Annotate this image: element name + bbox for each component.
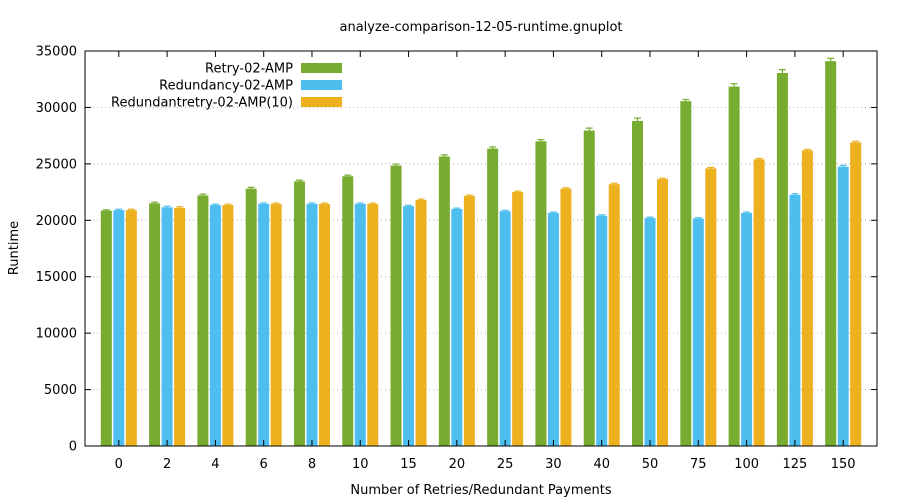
bar-redundantretry-02-amp-10 [850,142,862,446]
y-tick-label: 5000 [44,383,77,398]
bar-redundancy-02-amp [258,203,270,446]
bar-redundantretry-02-amp-10 [415,199,427,446]
bar-redundancy-02-amp [451,209,463,446]
bar-redundantretry-02-amp-10 [801,150,813,447]
bar-redundantretry-02-amp-10 [512,192,524,446]
bar-retry-02-amp [197,195,209,446]
bar-redundancy-02-amp [499,211,511,446]
legend-swatch [301,63,342,73]
x-tick-label: 4 [211,457,219,472]
bar-redundantretry-02-amp-10 [657,179,669,447]
bar-retry-02-amp [342,176,354,446]
bar-redundancy-02-amp [306,203,318,446]
bar-redundantretry-02-amp-10 [560,188,572,446]
bar-redundancy-02-amp [113,210,125,446]
bar-retry-02-amp [825,61,837,447]
x-tick-label: 10 [352,457,369,472]
bar-redundantretry-02-amp-10 [705,168,717,446]
x-tick-label: 6 [260,457,268,472]
x-tick-label: 30 [545,457,562,472]
bar-redundantretry-02-amp-10 [270,203,282,446]
bar-retry-02-amp [149,203,161,446]
x-tick-label: 0 [115,457,123,472]
x-tick-label: 20 [449,457,466,472]
bar-retry-02-amp [487,148,499,446]
bar-redundantretry-02-amp-10 [318,203,330,446]
bar-redundantretry-02-amp-10 [753,159,765,447]
x-tick-label: 75 [690,457,707,472]
legend-label: Redundantretry-02-AMP(10) [111,96,293,111]
y-tick-label: 0 [69,440,77,455]
bar-retry-02-amp [438,156,450,446]
bar-redundancy-02-amp [741,212,753,446]
y-tick-label: 35000 [36,45,77,60]
y-axis-ticks: 0 5000 10000 15000 20000 25000 30000 35000 [36,45,877,455]
x-axis-ticks: 0 2 4 6 8 10 15 20 25 30 40 50 75 100 125 150 [115,51,856,472]
bar-redundancy-02-amp [403,206,415,446]
x-axis-label: Number of Retries/Redundant Payments [350,483,611,498]
bar-retry-02-amp [583,130,595,447]
bar-retry-02-amp [680,101,692,446]
x-tick-label: 50 [642,457,659,472]
bar-retry-02-amp [245,188,257,446]
bar-redundancy-02-amp [209,205,221,446]
error-bars [102,57,860,221]
x-tick-label: 40 [593,457,610,472]
bar-retry-02-amp [728,86,740,447]
chart-title: analyze-comparison-12-05-runtime.gnuplot [339,20,622,35]
y-tick-label: 30000 [36,101,77,116]
plot-area-frame [84,50,878,447]
bar-redundantretry-02-amp-10 [608,184,620,446]
y-axis-label: Runtime [7,221,22,275]
x-tick-label: 8 [308,457,316,472]
bar-retry-02-amp [293,181,305,446]
bar-redundancy-02-amp [354,203,366,446]
legend-label: Retry-02-AMP [205,62,293,77]
bar-retry-02-amp [632,120,644,446]
bar-retry-02-amp [100,210,112,446]
x-tick-label: 125 [782,457,807,472]
bar-redundancy-02-amp [596,215,608,446]
bar-retry-02-amp [390,165,402,447]
legend-label: Redundancy-02-AMP [159,79,293,94]
bar-redundantretry-02-amp-10 [174,207,186,446]
bar-redundancy-02-amp [789,194,801,446]
y-tick-label: 10000 [36,327,77,342]
bar-redundancy-02-amp [692,218,704,446]
bar-redundancy-02-amp [837,166,849,446]
bar-redundantretry-02-amp-10 [463,196,475,446]
x-tick-label: 150 [831,457,856,472]
bar-redundancy-02-amp [547,212,559,446]
legend-swatch [301,80,342,90]
legend-swatch [301,97,342,107]
bar-redundantretry-02-amp-10 [367,203,379,446]
x-tick-label: 2 [163,457,171,472]
bar-redundancy-02-amp [644,218,656,446]
bar-retry-02-amp [776,73,788,446]
bar-redundantretry-02-amp-10 [125,210,137,446]
x-tick-label: 25 [497,457,514,472]
y-tick-label: 15000 [36,270,77,285]
y-tick-label: 20000 [36,214,77,229]
bar-redundantretry-02-amp-10 [222,205,234,446]
bar-redundancy-02-amp [161,207,173,446]
x-tick-label: 15 [400,457,417,472]
x-tick-label: 100 [734,457,759,472]
legend: Retry-02-AMP Redundancy-02-AMP Redundantre… [111,62,342,111]
bars [100,61,862,447]
bar-retry-02-amp [535,141,547,447]
y-tick-label: 25000 [36,157,77,172]
